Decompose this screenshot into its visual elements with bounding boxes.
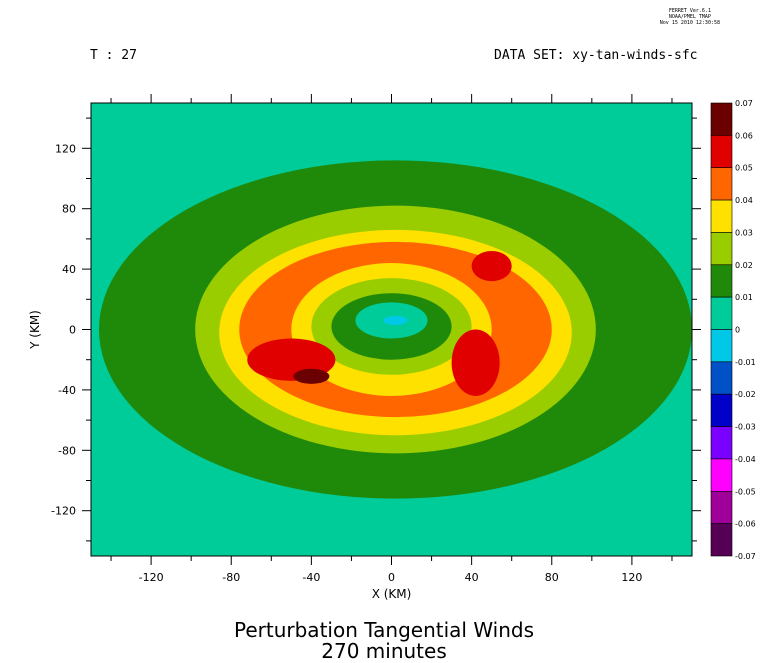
contour-maximum-0p06 [293, 368, 330, 384]
x-tick-label: -40 [302, 571, 320, 584]
colorbar-swatch [710, 523, 733, 557]
colorbar-label: -0.02 [735, 390, 756, 399]
colorbar-swatch [710, 296, 733, 330]
colorbar-label: -0.07 [735, 552, 756, 561]
colorbar-swatch [710, 167, 733, 201]
y-tick-label: -80 [58, 444, 76, 457]
x-tick-label: -120 [139, 571, 164, 584]
colorbar-label: 0.07 [735, 99, 753, 108]
y-tick-label: 120 [55, 142, 76, 155]
y-axis-label: Y (KM) [28, 310, 42, 350]
colorbar-label: -0.01 [735, 358, 756, 367]
x-tick-label: 80 [545, 571, 559, 584]
colorbar-label: -0.05 [735, 487, 756, 496]
ferret-line: NOAA/PMEL TMAP [668, 14, 711, 20]
ferret-line: Nov 15 2010 12:30:58 [659, 20, 720, 26]
x-axis-label: X (KM) [372, 587, 412, 601]
x-tick-label: 120 [621, 571, 642, 584]
colorbar-label: -0.03 [735, 423, 756, 432]
x-tick-label: -80 [222, 571, 240, 584]
x-tick-label: 40 [465, 571, 479, 584]
colorbar-swatch [710, 329, 733, 363]
x-tick-label: 0 [388, 571, 395, 584]
chart-subtitle: 270 minutes [321, 639, 447, 663]
colorbar-label: 0.02 [735, 261, 753, 270]
colorbar-swatch [710, 135, 733, 169]
contour-maximum-0p05 [451, 329, 500, 396]
ferret-line: FERRET Ver.6.1 [668, 8, 711, 14]
y-tick-label: 0 [69, 324, 76, 337]
colorbar-label: -0.06 [735, 520, 756, 529]
colorbar-swatch [710, 232, 733, 266]
colorbar-swatch [710, 426, 733, 460]
colorbar-label: 0.04 [735, 196, 753, 205]
y-tick-label: -120 [51, 505, 76, 518]
colorbar-swatch [710, 490, 733, 524]
colorbar-swatch [710, 102, 733, 136]
chart-title: Perturbation Tangential Winds [234, 618, 534, 642]
y-tick-label: -40 [58, 384, 76, 397]
dataset-label: DATA SET: xy-tan-winds-sfc [494, 48, 698, 63]
time-label: T : 27 [90, 48, 137, 63]
colorbar-swatch [710, 458, 733, 492]
colorbar-swatch [710, 393, 733, 427]
y-tick-label: 80 [62, 203, 76, 216]
ferret-stamp: FERRET Ver.6.1 NOAA/PMEL TMAP Nov 15 201… [660, 8, 720, 26]
colorbar-label: 0 [735, 326, 740, 335]
contour-maximum-0p05 [471, 250, 512, 282]
colorbar-label: 0.03 [735, 228, 753, 237]
y-tick-label: 40 [62, 263, 76, 276]
colorbar-swatch [710, 264, 733, 298]
contour-region-neg0p01 [383, 315, 408, 325]
colorbar-label: 0.05 [735, 164, 753, 173]
colorbar-label: -0.04 [735, 455, 756, 464]
colorbar-swatch [710, 199, 733, 233]
colorbar-label: 0.01 [735, 293, 753, 302]
colorbar-swatch [710, 361, 733, 395]
colorbar-label: 0.06 [735, 131, 753, 140]
